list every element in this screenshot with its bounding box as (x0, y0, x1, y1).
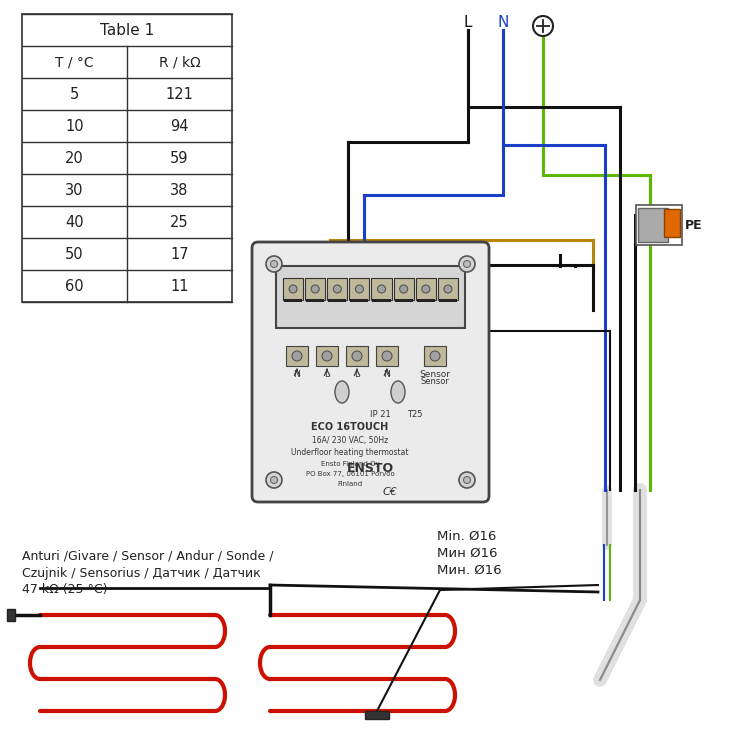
Bar (283, 278, 303, 300)
Text: L: L (355, 369, 360, 378)
Text: N: N (498, 15, 509, 30)
Text: 47 kΩ (25 °C): 47 kΩ (25 °C) (22, 584, 107, 596)
Circle shape (266, 472, 282, 488)
Bar (395, 299, 413, 302)
Bar (371, 278, 392, 300)
Circle shape (355, 285, 363, 293)
Circle shape (444, 285, 452, 293)
Text: 11: 11 (170, 278, 189, 294)
Text: 20: 20 (65, 150, 84, 166)
Bar (636, 205, 682, 245)
Circle shape (311, 285, 319, 293)
Text: 10: 10 (65, 118, 84, 133)
Text: ENSTO: ENSTO (346, 462, 393, 474)
Text: R / kΩ: R / kΩ (159, 55, 200, 69)
Circle shape (382, 351, 392, 361)
Text: 94: 94 (170, 118, 189, 133)
Text: IP 21: IP 21 (370, 409, 390, 419)
Text: 17: 17 (170, 246, 189, 261)
Bar (417, 299, 435, 302)
Bar (328, 299, 346, 302)
Bar (438, 278, 458, 300)
Text: 60: 60 (65, 278, 84, 294)
Text: 121: 121 (166, 87, 194, 101)
Bar (439, 299, 457, 302)
Text: N: N (384, 369, 390, 378)
Bar (284, 299, 302, 302)
Text: Мин. Ø16: Мин. Ø16 (437, 563, 501, 576)
Circle shape (459, 472, 475, 488)
Text: Anturi /Givare / Sensor / Andur / Sonde /: Anturi /Givare / Sensor / Andur / Sonde … (22, 550, 274, 562)
Text: Underfloor heating thermostat: Underfloor heating thermostat (291, 448, 409, 457)
Text: Mин Ø16: Mин Ø16 (437, 547, 498, 559)
Text: L: L (324, 369, 330, 378)
Text: 30: 30 (65, 183, 84, 198)
Text: N: N (294, 369, 300, 378)
Bar (365, 711, 389, 719)
Bar (350, 299, 368, 302)
Circle shape (271, 477, 277, 483)
Circle shape (533, 16, 553, 36)
Text: 50: 50 (65, 246, 84, 261)
Circle shape (352, 351, 362, 361)
Text: T25: T25 (407, 409, 423, 419)
Bar (349, 278, 369, 300)
Text: C€: C€ (382, 487, 397, 497)
Text: 59: 59 (170, 150, 189, 166)
Circle shape (400, 285, 407, 293)
Bar (276, 266, 465, 328)
Bar (306, 299, 324, 302)
Bar (415, 278, 436, 300)
Bar (638, 208, 668, 242)
Ellipse shape (335, 381, 349, 403)
Text: 5: 5 (70, 87, 79, 101)
Bar (664, 209, 680, 237)
Text: L: L (464, 15, 472, 30)
Text: PE: PE (685, 218, 702, 232)
Text: Ensto Finland Oy: Ensto Finland Oy (321, 461, 379, 467)
Ellipse shape (391, 381, 405, 403)
Circle shape (292, 351, 302, 361)
Bar (424, 346, 446, 366)
Text: 38: 38 (170, 183, 189, 198)
Bar (346, 346, 368, 366)
Text: Sensor: Sensor (421, 377, 449, 386)
Text: 40: 40 (65, 215, 84, 229)
Bar (316, 346, 338, 366)
Bar (305, 278, 325, 300)
Bar (22, 14, 232, 302)
Text: Min. Ø16: Min. Ø16 (437, 530, 496, 542)
Circle shape (459, 256, 475, 272)
Circle shape (333, 285, 341, 293)
Bar (376, 346, 398, 366)
Text: Table 1: Table 1 (100, 22, 154, 38)
Circle shape (271, 260, 277, 267)
Circle shape (289, 285, 297, 293)
Circle shape (322, 351, 332, 361)
Text: PO Box 77, 06101 Porvoo: PO Box 77, 06101 Porvoo (305, 471, 394, 477)
FancyBboxPatch shape (252, 242, 489, 502)
Text: 25: 25 (170, 215, 189, 229)
Text: Czujnik / Sensorius / Датчик / Датчик: Czujnik / Sensorius / Датчик / Датчик (22, 567, 261, 579)
Text: Sensor: Sensor (420, 369, 451, 378)
Text: ECO 16TOUCH: ECO 16TOUCH (311, 422, 388, 432)
Circle shape (422, 285, 430, 293)
Bar (393, 278, 414, 300)
Bar (286, 346, 308, 366)
Text: Finland: Finland (338, 481, 363, 487)
Circle shape (463, 260, 470, 267)
Bar (327, 278, 347, 300)
Circle shape (463, 477, 470, 483)
Circle shape (266, 256, 282, 272)
Circle shape (430, 351, 440, 361)
Text: T / °C: T / °C (55, 55, 94, 69)
Text: 16A/ 230 VAC, 50Hz: 16A/ 230 VAC, 50Hz (312, 436, 388, 445)
Circle shape (377, 285, 385, 293)
Bar (372, 299, 390, 302)
Bar (7, 609, 15, 621)
